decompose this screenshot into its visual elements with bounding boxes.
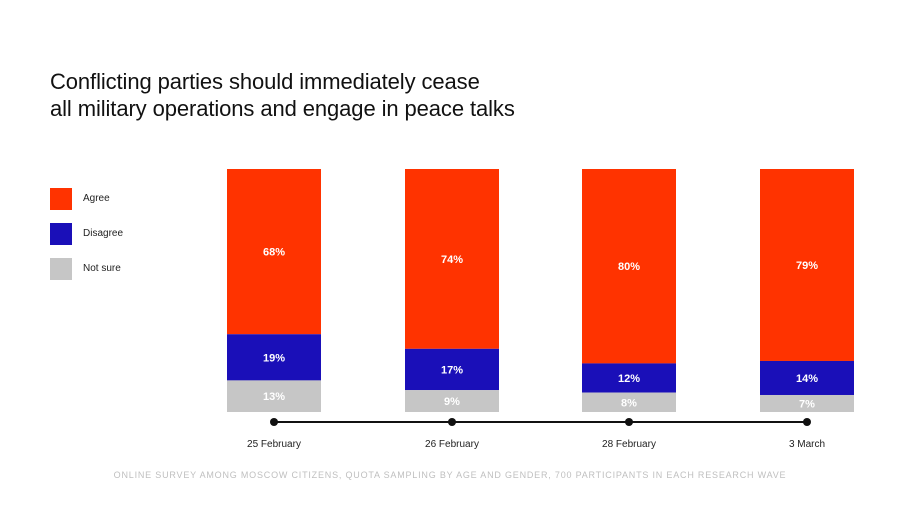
bar-disagree-26-february <box>405 348 499 391</box>
legend-item-agree: Agree <box>50 188 190 210</box>
chart-title: Conflicting parties should immediately c… <box>50 68 670 122</box>
bar-not-sure-26-february <box>405 390 499 412</box>
timeline-dot-25-february <box>270 418 278 426</box>
bar-disagree-25-february <box>227 334 321 381</box>
bar-agree-25-february <box>227 169 321 335</box>
data-label-agree-3-march: 79% <box>796 260 818 272</box>
tick-label-3-march: 3 March <box>789 439 825 450</box>
bar-not-sure-28-february <box>582 392 676 412</box>
data-label-disagree-3-march: 14% <box>796 373 818 385</box>
bar-disagree-3-march <box>760 360 854 395</box>
tick-label-25-february: 25 February <box>247 439 301 450</box>
tick-label-26-february: 26 February <box>425 439 479 450</box>
bar-agree-28-february <box>582 169 676 364</box>
data-label-not-sure-3-march: 7% <box>799 398 815 410</box>
data-label-disagree-26-february: 17% <box>441 364 463 376</box>
data-label-agree-25-february: 68% <box>263 247 285 259</box>
data-label-not-sure-28-february: 8% <box>621 397 637 409</box>
bar-disagree-28-february <box>582 363 676 393</box>
data-label-agree-28-february: 80% <box>618 261 640 273</box>
chart-title-line2: all military operations and engage in pe… <box>50 96 515 121</box>
legend-swatch-agree <box>50 188 72 210</box>
bar-agree-3-march <box>760 169 854 361</box>
legend-label-agree: Agree <box>83 193 110 204</box>
data-label-not-sure-26-february: 9% <box>444 396 460 408</box>
legend-item-disagree: Disagree <box>50 223 190 245</box>
legend-label-not-sure: Not sure <box>83 263 121 274</box>
bar-agree-26-february <box>405 169 499 349</box>
timeline-dot-28-february <box>625 418 633 426</box>
data-label-disagree-28-february: 12% <box>618 373 640 385</box>
legend-swatch-disagree <box>50 223 72 245</box>
legend-swatch-not-sure <box>50 258 72 280</box>
data-label-agree-26-february: 74% <box>441 254 463 266</box>
data-label-disagree-25-february: 19% <box>263 352 285 364</box>
legend-item-not-sure: Not sure <box>50 258 190 280</box>
timeline-dot-26-february <box>448 418 456 426</box>
timeline-dot-3-march <box>803 418 811 426</box>
legend-label-disagree: Disagree <box>83 228 124 239</box>
chart-title-line1: Conflicting parties should immediately c… <box>50 69 480 94</box>
survey-footnote: ONLINE SURVEY AMONG MOSCOW CITIZENS, QUO… <box>113 470 787 480</box>
data-label-not-sure-25-february: 13% <box>263 391 285 403</box>
bar-not-sure-3-march <box>760 394 854 412</box>
tick-label-28-february: 28 February <box>602 439 656 450</box>
bar-not-sure-25-february <box>227 380 321 412</box>
